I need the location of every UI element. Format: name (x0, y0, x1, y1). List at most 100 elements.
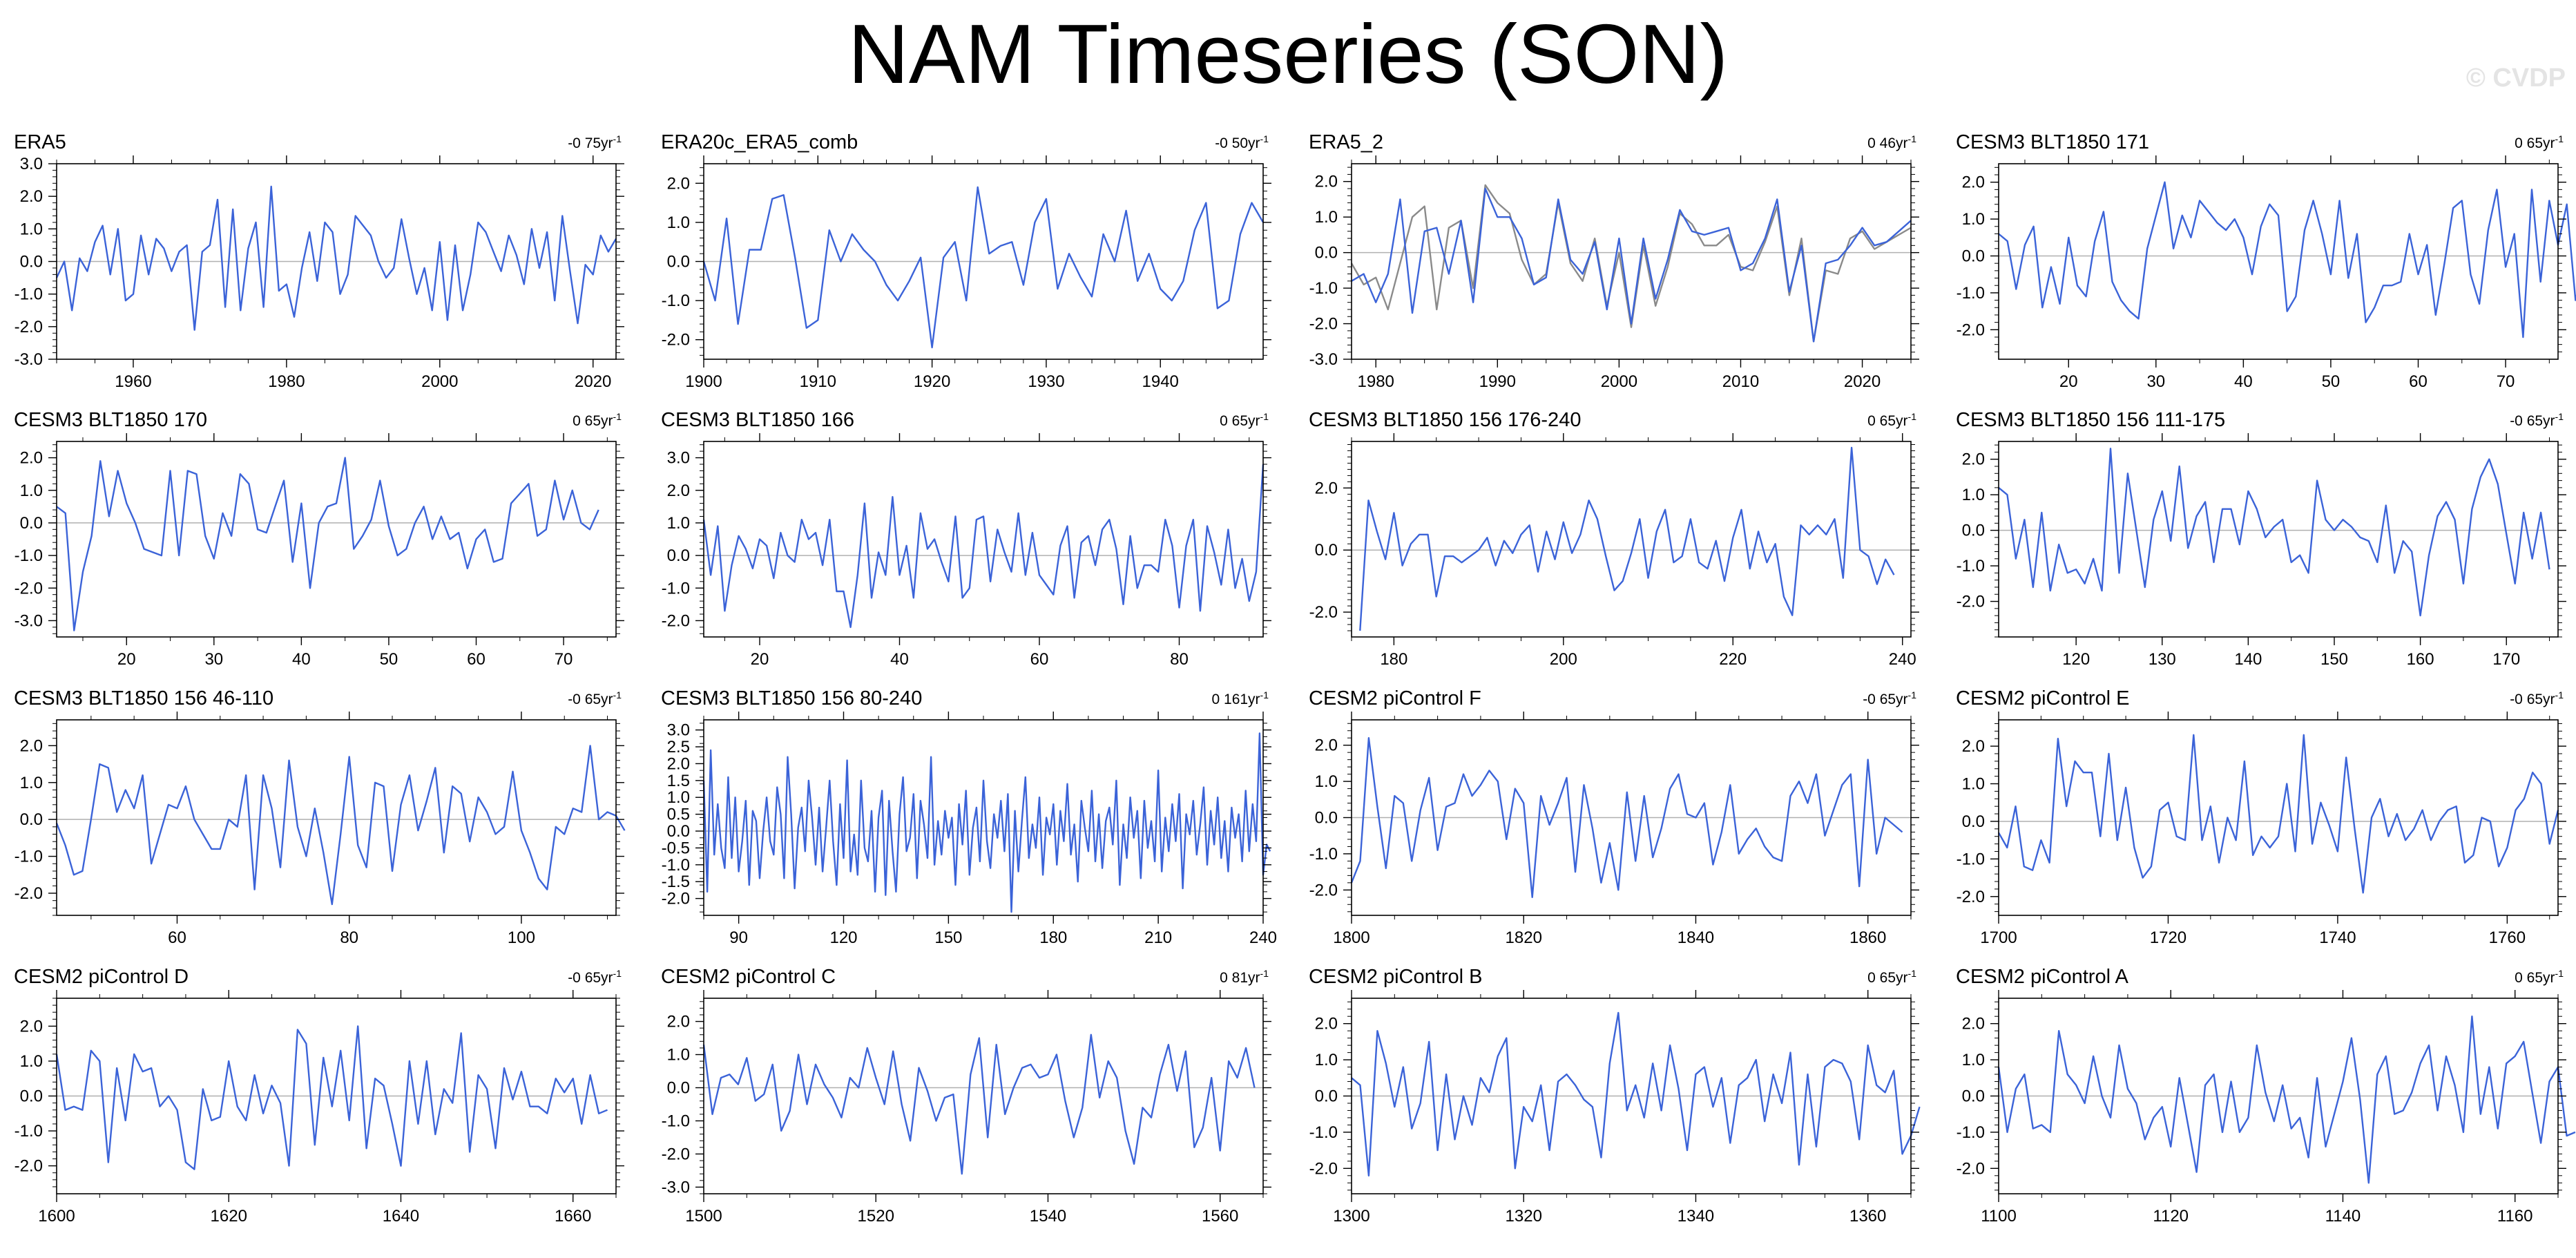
y-tick-label: 1.0 (20, 220, 43, 238)
panel-plot: -2.0 -1.0 0.0 1.0 2.0 120 130 140 150 160 170 (1957, 433, 2566, 669)
y-tick-label: -2.0 (1309, 603, 1338, 622)
y-tick-label: 1.0 (1962, 486, 1985, 504)
x-tick-label: 1990 (1479, 372, 1516, 391)
y-tick-label: 2.0 (20, 736, 43, 755)
y-tick-label: -1.0 (1309, 845, 1338, 864)
series-line (1997, 734, 2559, 894)
panel-trend-label: 0 81yr-1 (1220, 968, 1269, 986)
y-tick-label: -2.0 (662, 331, 690, 350)
x-tick-label: 1540 (1030, 1207, 1066, 1226)
panel-trend-label: -0 75yr-1 (568, 133, 622, 151)
y-tick-label: 0.0 (667, 822, 690, 841)
panel-trend-label: -0 65yr-1 (568, 689, 622, 707)
cvdp-watermark: © CVDP (2466, 64, 2566, 93)
y-tick-label: 1.0 (1315, 772, 1338, 791)
series-line (1350, 736, 1903, 898)
y-tick-label: -2.0 (15, 884, 43, 903)
timeseries-panel: CESM3 BLT1850 171 0 65yr-1 -2.0 -1.0 0.0 1.0 2… (1942, 131, 2576, 391)
series-line (1351, 187, 1912, 343)
y-tick-label: 0.0 (20, 253, 43, 271)
plot-frame (703, 998, 1264, 1194)
timeseries-panel: ERA5 -0 75yr-1 -3.0 -2.0 -1.0 0.0 1.0 2.0 3.0 196… (0, 131, 625, 391)
panel-plot: -2.0 -1.0 0.0 1.0 2.0 3.0 20 40 60 80 (662, 433, 1271, 669)
y-tick-label: 1.0 (1962, 1051, 1985, 1069)
y-tick-label: -1.0 (15, 285, 43, 304)
timeseries-panel: CESM2 piControl F -0 65yr-1 -2.0 -1.0 0.0 1.0… (1295, 687, 1920, 947)
y-tick-label: -2.0 (1957, 321, 1985, 339)
x-tick-label: 70 (555, 650, 573, 669)
x-tick-label: 1840 (1678, 928, 1714, 947)
panel-title: CESM2 piControl B (1309, 966, 1483, 988)
x-tick-label: 170 (2492, 650, 2520, 669)
y-tick-label: 0.0 (1315, 541, 1338, 560)
plot-frame (1351, 163, 1912, 360)
panel-plot: -3.0 -2.0 -1.0 0.0 1.0 2.0 1980 1990 2000 2010 202… (1309, 155, 1919, 391)
x-tick-label: 1500 (685, 1207, 722, 1226)
x-tick-label: 60 (1030, 650, 1049, 669)
plot-frame (56, 719, 617, 916)
y-tick-label: 3.0 (667, 449, 690, 468)
y-tick-label: 0.0 (1962, 1087, 1985, 1106)
series-line (702, 186, 1265, 349)
y-tick-label: -1.0 (1957, 284, 1985, 303)
x-tick-label: 150 (934, 928, 962, 947)
series-line (1998, 448, 2550, 617)
plot-frame (1998, 163, 2559, 360)
x-tick-label: 1720 (2150, 928, 2186, 947)
y-tick-label: 0.0 (1962, 522, 1985, 540)
y-tick-label: 3.0 (667, 721, 690, 740)
x-tick-label: 1520 (858, 1207, 894, 1226)
series-line (55, 745, 626, 906)
series-line (702, 464, 1265, 629)
timeseries-panel: ERA20c_ERA5_comb -0 50yr-1 -2.0 -1.0 0.0 1.0 2… (647, 131, 1272, 391)
y-tick-label: 1.0 (667, 213, 690, 232)
y-tick-label: 0.0 (1962, 812, 1985, 831)
panel-trend-label: -0 65yr-1 (568, 968, 622, 986)
x-tick-label: 2010 (1722, 372, 1759, 391)
panel-title: CESM3 BLT1850 166 (661, 409, 854, 431)
x-tick-label: 100 (508, 928, 535, 947)
y-tick-label: 0.0 (667, 546, 690, 565)
timeseries-panel: CESM3 BLT1850 156 176-240 0 65yr-1 -2.0 0.0… (1295, 409, 1920, 669)
y-tick-label: -2.0 (15, 579, 43, 598)
x-tick-label: 60 (467, 650, 486, 669)
y-tick-label: -2.0 (1309, 1159, 1338, 1178)
x-tick-label: 1340 (1678, 1207, 1714, 1226)
x-tick-label: 1300 (1333, 1207, 1369, 1226)
x-tick-label: 120 (829, 928, 857, 947)
panel-title: CESM2 piControl E (1956, 687, 2130, 709)
y-tick-label: 2.5 (667, 738, 690, 756)
y-tick-label: 0.0 (1315, 244, 1338, 263)
y-tick-label: 2.0 (667, 754, 690, 773)
timeseries-panel: CESM2 piControl C 0 81yr-1 -3.0 -2.0 -1.0 0.0… (647, 966, 1272, 1226)
y-tick-label: -2.0 (662, 1145, 690, 1163)
x-tick-label: 150 (2320, 650, 2348, 669)
x-tick-label: 1900 (685, 372, 722, 391)
plot-frame (1998, 719, 2559, 916)
x-tick-label: 1660 (555, 1207, 591, 1226)
y-tick-label: -3.0 (15, 350, 43, 369)
y-tick-label: 1.0 (20, 1052, 43, 1071)
timeseries-panel: CESM2 piControl B 0 65yr-1 -2.0 -1.0 0.0 1.0 2… (1295, 966, 1921, 1226)
timeseries-panel: CESM2 piControl A 0 65yr-1 -2.0 -1.0 0.0 1.0 2… (1942, 966, 2576, 1226)
y-tick-label: 0.0 (667, 1079, 690, 1098)
x-tick-label: 200 (1550, 650, 1577, 669)
x-tick-label: 210 (1144, 928, 1172, 947)
panel-plot: -2.0 -1.0 0.0 1.0 2.0 1600 1620 1640 1660 (15, 990, 624, 1226)
y-tick-label: 0.5 (667, 806, 690, 824)
y-tick-label: 1.0 (1962, 210, 1985, 229)
x-tick-label: 1700 (1980, 928, 2017, 947)
x-tick-label: 1760 (2489, 928, 2526, 947)
x-tick-label: 140 (2234, 650, 2262, 669)
y-tick-label: 0.0 (1315, 809, 1338, 828)
y-tick-label: 0.0 (1315, 1087, 1338, 1106)
timeseries-panel: CESM3 BLT1850 170 0 65yr-1 -3.0 -2.0 -1.0 0.0… (0, 409, 625, 669)
y-tick-label: 2.0 (1315, 736, 1338, 755)
y-tick-label: 1.0 (667, 1046, 690, 1065)
x-tick-label: 1560 (1202, 1207, 1238, 1226)
plot-frame (703, 441, 1264, 638)
x-tick-label: 1800 (1333, 928, 1369, 947)
panel-title: ERA5 (14, 131, 66, 153)
series-line (55, 185, 617, 331)
x-tick-label: 120 (2062, 650, 2090, 669)
